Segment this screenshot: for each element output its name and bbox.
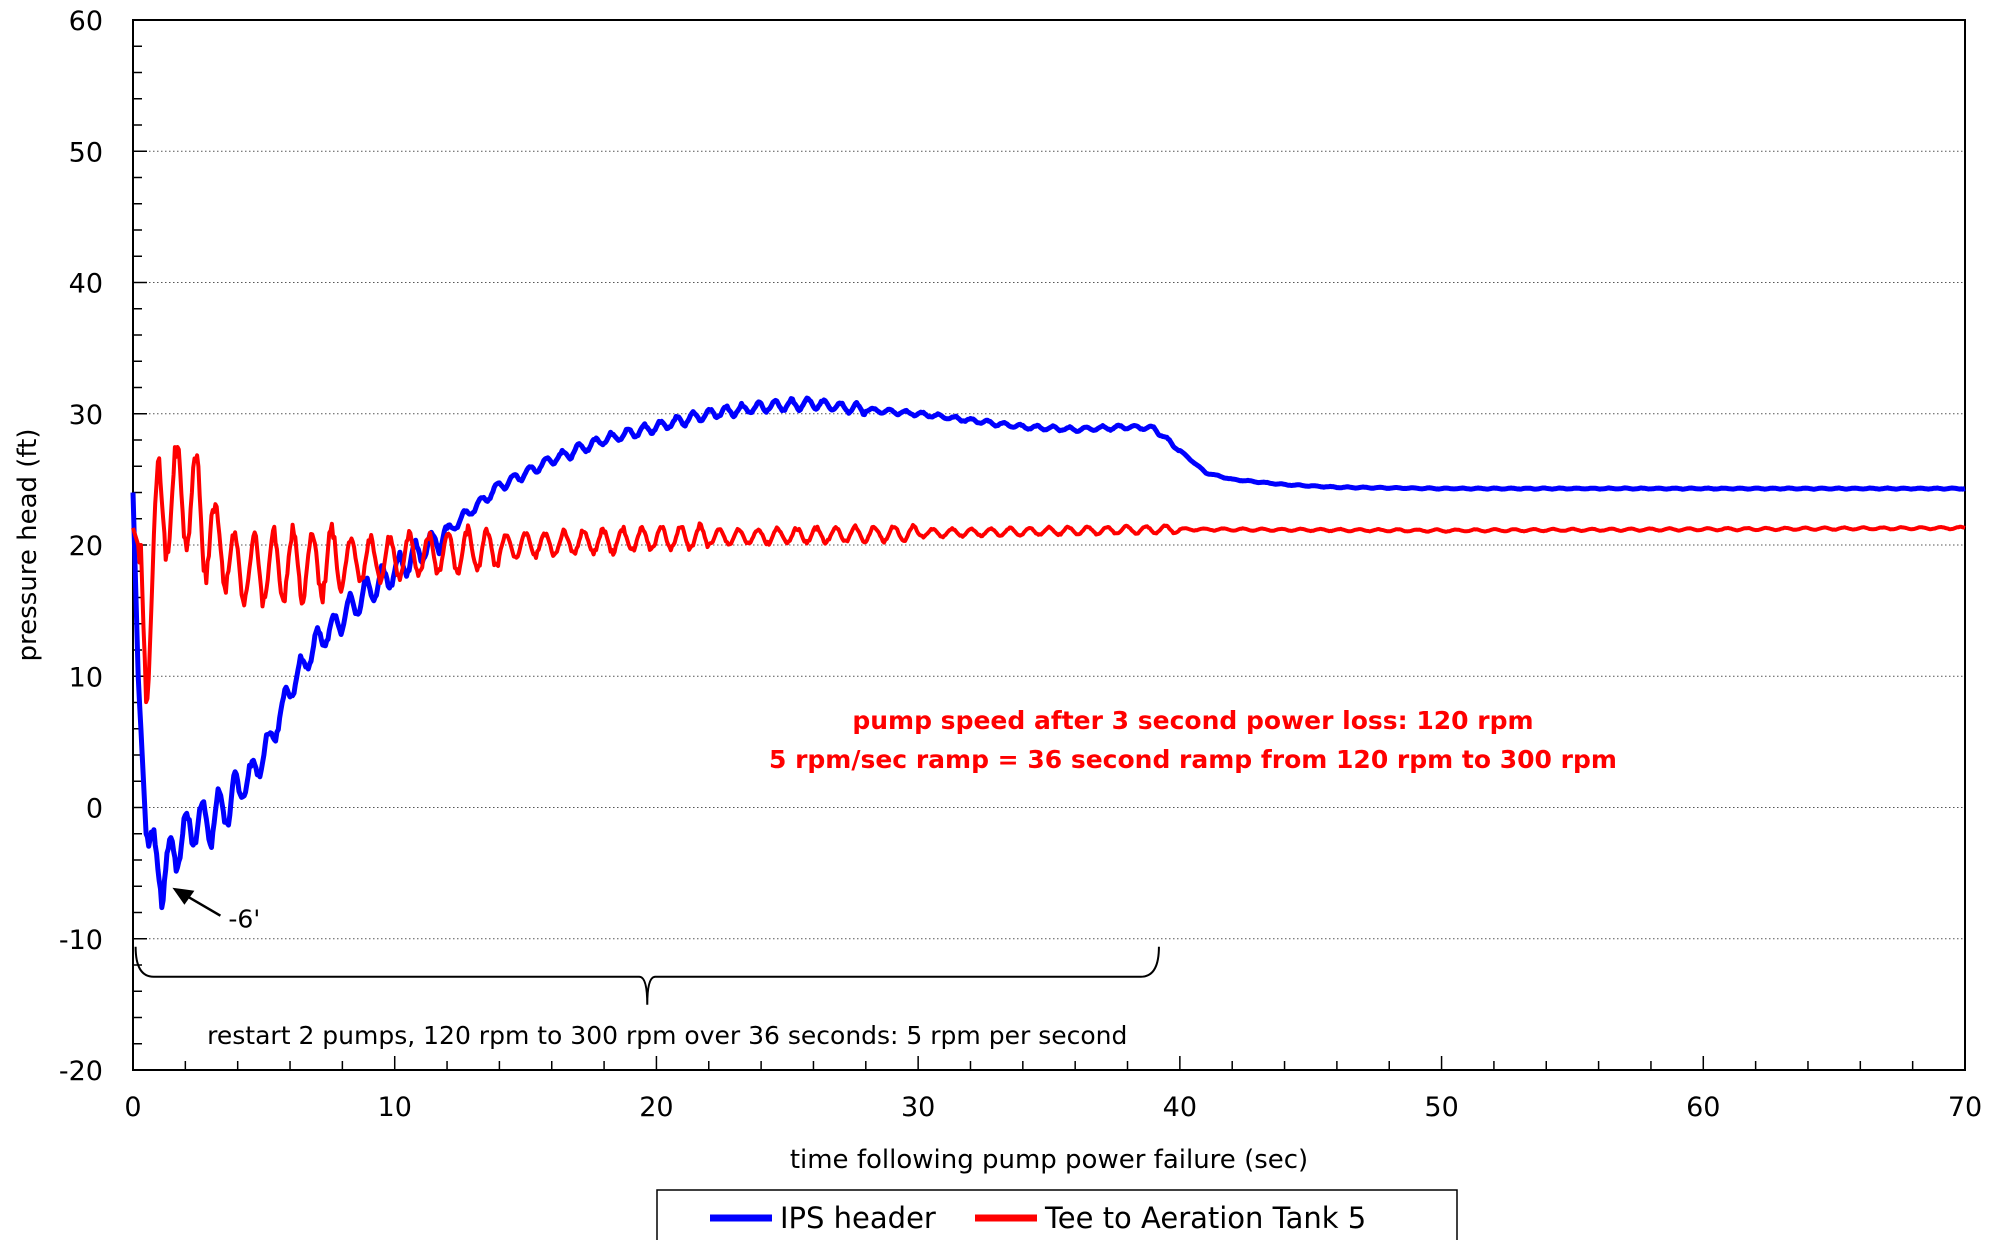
x-tick-label: 30 — [901, 1092, 935, 1123]
arrow-head — [172, 887, 195, 905]
y-axis-label: pressure head (ft) — [13, 429, 43, 662]
y-tick-label: -20 — [59, 1056, 103, 1087]
x-axis-label: time following pump power failure (sec) — [790, 1145, 1308, 1175]
y-tick-label: 40 — [69, 269, 103, 300]
legend: IPS header Tee to Aeration Tank 5 — [656, 1189, 1458, 1240]
series-line-0 — [130, 395, 1967, 911]
y-tick-label: 10 — [69, 662, 103, 693]
y-tick-label: 0 — [86, 794, 103, 825]
annotation-ramp: 5 rpm/sec ramp = 36 second ramp from 120… — [769, 745, 1617, 774]
series-layer — [130, 395, 1967, 911]
legend-label-tee-aeration-tank: Tee to Aeration Tank 5 — [1044, 1201, 1366, 1235]
x-tick-labels: 0 10 20 30 40 50 60 70 — [124, 1092, 1982, 1123]
x-tick-label: 0 — [124, 1092, 141, 1123]
x-tick-label: 10 — [378, 1092, 412, 1123]
restart-brace — [134, 946, 1160, 1005]
y-tick-label: 50 — [69, 137, 103, 168]
x-tick-label: 60 — [1686, 1092, 1720, 1123]
y-tick-label: -10 — [59, 925, 103, 956]
series-line-1 — [131, 445, 1966, 705]
y-tick-labels: -20 -10 0 10 20 30 40 50 60 — [59, 6, 103, 1087]
min-pressure-annotation: -6' — [172, 887, 260, 934]
arrow-line — [183, 893, 222, 917]
annotation-pump-speed: pump speed after 3 second power loss: 12… — [852, 706, 1533, 735]
x-tick-label: 20 — [639, 1092, 673, 1123]
y-tick-label: 30 — [69, 400, 103, 431]
annotation-restart: restart 2 pumps, 120 rpm to 300 rpm over… — [207, 1021, 1127, 1050]
legend-label-ips-header: IPS header — [780, 1201, 936, 1235]
x-tick-label: 40 — [1163, 1092, 1197, 1123]
x-tick-label: 70 — [1948, 1092, 1982, 1123]
y-tick-label: 20 — [69, 531, 103, 562]
y-tick-label: 60 — [69, 6, 103, 37]
x-tick-label: 50 — [1424, 1092, 1458, 1123]
annotation-min-value: -6' — [228, 905, 260, 934]
legend-box — [656, 1189, 1458, 1240]
